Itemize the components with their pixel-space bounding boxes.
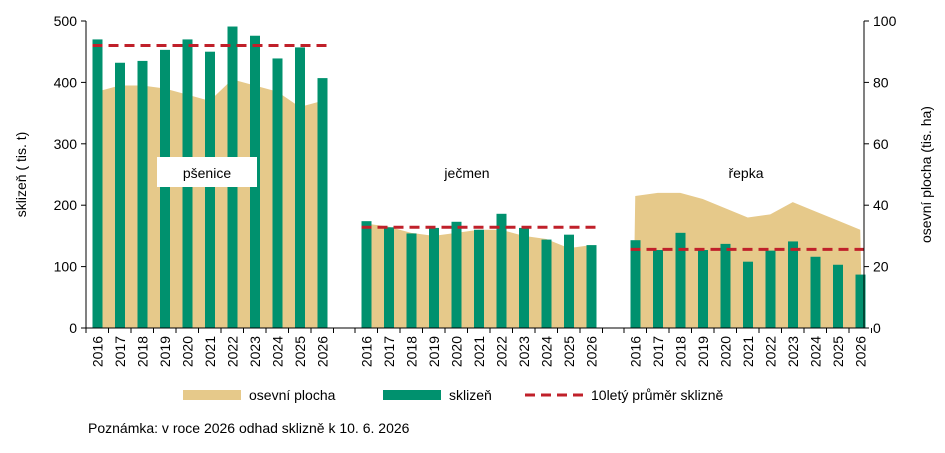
chart-note: Poznámka: v roce 2026 odhad sklizně k 10… [88,420,410,436]
bar-sklizen [720,243,731,328]
x-tick-label: 2026 [852,336,868,367]
legend-label-osevni_plocha: osevní plocha [249,387,336,403]
x-tick-label: 2016 [358,336,374,367]
x-tick-label: 2026 [583,336,599,367]
bar-sklizen [564,234,574,328]
y-right-tick-label: 100 [873,13,897,29]
x-tick-label: 2022 [762,336,778,367]
bar-sklizen [272,58,283,328]
y-left-tick-label: 500 [54,13,78,29]
y-right-axis-title: osevní plocha (tis. ha) [918,106,934,243]
y-left-tick-label: 200 [54,197,78,213]
legend-label-prumer_10let: 10letý průměr sklizně [591,387,723,403]
x-tick-label: 2017 [650,336,666,367]
y-right-tick-label: 0 [873,320,881,336]
bar-sklizen [855,274,866,328]
x-tick-label: 2023 [785,336,801,367]
area-osevni-plocha-3 [633,192,863,328]
y-right-tick-label: 40 [873,197,889,213]
bar-sklizen [317,78,328,329]
y-right-tick-label: 80 [873,74,889,90]
bar-sklizen [653,250,663,328]
bar-sklizen [743,261,753,328]
bar-sklizen [788,241,798,328]
x-tick-label: 2020 [179,336,195,367]
bar-sklizen [384,227,394,328]
bar-sklizen [361,221,372,328]
x-tick-label: 2025 [561,336,577,367]
bar-sklizen [451,221,462,328]
y-right-tick-label: 60 [873,136,889,152]
x-tick-label: 2024 [807,336,823,367]
y-left-axis-title: sklizeň ( tis. t) [13,132,29,218]
legend-swatch-sklizen [383,390,441,400]
x-tick-label: 2021 [202,336,218,367]
bar-sklizen [429,227,439,328]
x-tick-label: 2019 [426,336,442,367]
bar-sklizen [675,232,686,328]
bar-sklizen [137,60,148,328]
group-label-2: ječmen [443,165,489,181]
x-tick-label: 2026 [314,336,330,367]
legend-label-sklizen: sklizeň [449,387,492,403]
bar-sklizen [586,245,597,328]
bar-sklizen [474,229,484,328]
x-tick-label: 2022 [493,336,509,367]
x-tick-label: 2024 [538,336,554,367]
bar-sklizen [92,39,103,329]
x-tick-label: 2025 [292,336,308,367]
legend-swatch-osevni-plocha [183,390,241,400]
group-label-1: pšenice [183,165,231,181]
y-left-tick-label: 300 [54,136,78,152]
x-tick-label: 2018 [403,336,419,367]
x-tick-label: 2017 [381,336,397,367]
x-tick-label: 2023 [247,336,263,367]
group-label-3: řepka [728,165,763,181]
bar-sklizen [406,233,417,328]
x-tick-label: 2016 [627,336,643,367]
bar-sklizen [295,47,305,328]
x-tick-label: 2021 [471,336,487,367]
x-tick-label: 2022 [224,336,240,367]
group-label-box [157,157,257,187]
x-tick-label: 2024 [269,336,285,367]
bar-sklizen [833,264,843,328]
x-tick-label: 2021 [740,336,756,367]
bar-sklizen [765,250,776,328]
bar-sklizen [541,239,552,328]
bar-sklizen [698,250,708,328]
x-tick-label: 2017 [112,336,128,367]
bar-sklizen [160,49,170,328]
x-tick-label: 2023 [516,336,532,367]
x-tick-label: 2018 [672,336,688,367]
bar-sklizen [496,213,507,328]
y-left-tick-label: 400 [54,74,78,90]
y-left-tick-label: 0 [69,320,77,336]
x-tick-label: 2019 [157,336,173,367]
x-tick-label: 2016 [89,336,105,367]
y-left-tick-label: 100 [54,259,78,275]
x-tick-label: 2020 [448,336,464,367]
y-right-tick-label: 20 [873,259,889,275]
bar-sklizen [205,51,215,328]
bar-sklizen [630,240,641,328]
bar-sklizen [115,62,125,328]
bar-sklizen [810,256,821,328]
x-tick-label: 2018 [134,336,150,367]
x-tick-label: 2019 [695,336,711,367]
x-tick-label: 2020 [717,336,733,367]
x-tick-label: 2025 [830,336,846,367]
bar-sklizen [519,227,529,328]
